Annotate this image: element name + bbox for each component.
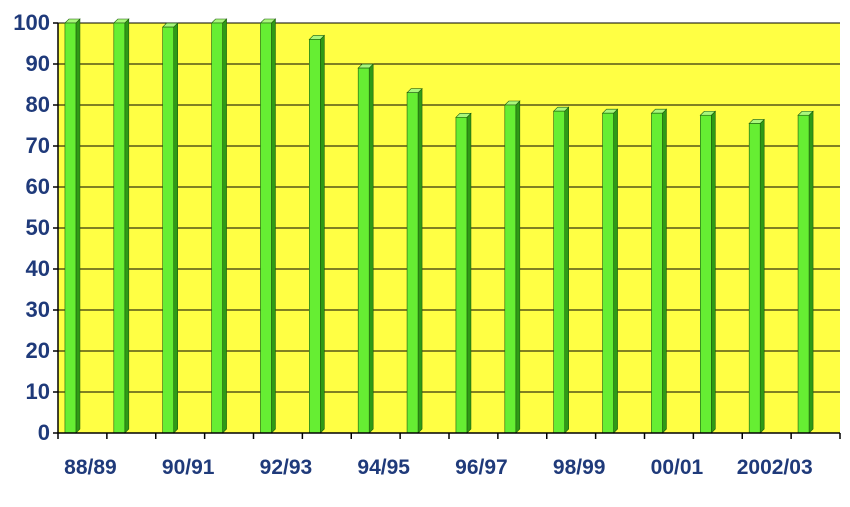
bar-front xyxy=(309,39,321,434)
bar-99/00 xyxy=(601,108,619,434)
y-tick-labels: 0 10 20 30 40 50 60 70 80 90 100 xyxy=(13,10,50,445)
bar-91/92 xyxy=(210,18,228,434)
bar-front xyxy=(700,114,712,434)
bar-side xyxy=(124,18,130,434)
bar-side xyxy=(75,18,81,434)
y-tick-label: 20 xyxy=(26,338,50,363)
bar-front xyxy=(113,22,126,434)
x-tick-label: 00/01 xyxy=(651,456,704,479)
bar-95/96 xyxy=(406,87,423,434)
bar-front xyxy=(64,22,77,434)
bar-side xyxy=(271,18,276,434)
bar-89/90 xyxy=(113,18,130,434)
x-tick-label: 90/91 xyxy=(162,456,215,479)
x-tick-label: 2002/03 xyxy=(737,456,813,479)
y-tick-label: 10 xyxy=(26,379,50,404)
x-tick-label: 88/89 xyxy=(64,456,117,479)
bar-side xyxy=(320,34,325,434)
bar-front xyxy=(455,117,468,434)
bar-front xyxy=(357,67,370,434)
bar-00/01 xyxy=(650,108,668,434)
bar-front xyxy=(211,22,223,434)
bar-98/99 xyxy=(552,106,570,434)
bar-front xyxy=(406,92,419,434)
bar-front xyxy=(162,26,174,434)
bar-side xyxy=(417,87,423,434)
bar-side xyxy=(759,118,765,434)
bar-88/89 xyxy=(64,18,81,434)
y-tick-label: 90 xyxy=(26,51,50,76)
y-tick-label: 50 xyxy=(26,215,50,240)
bar-side xyxy=(711,110,716,434)
bar-side xyxy=(173,22,178,434)
bar-front xyxy=(504,104,517,434)
bar-side xyxy=(515,100,521,434)
bar-front xyxy=(602,112,614,434)
bar-2002/03 xyxy=(748,118,765,434)
y-tick-label: 0 xyxy=(38,420,50,445)
y-tick-label: 40 xyxy=(26,256,50,281)
bar-front xyxy=(260,22,272,434)
bar-side xyxy=(613,108,618,434)
bar-front xyxy=(651,112,663,434)
y-tick-label: 70 xyxy=(26,133,50,158)
bar-side xyxy=(368,63,374,434)
x-tick-label: 92/93 xyxy=(260,456,313,479)
y-tick-label: 30 xyxy=(26,297,50,322)
bar-93/94 xyxy=(308,34,326,434)
bar-92/93 xyxy=(259,18,277,434)
bars xyxy=(64,18,814,434)
bar-03/04 xyxy=(797,110,814,434)
x-tick-label: 98/99 xyxy=(553,456,606,479)
x-tick-label: 94/95 xyxy=(357,456,410,479)
y-tick-label: 60 xyxy=(26,174,50,199)
x-tick-label: 96/97 xyxy=(455,456,508,479)
bar-front xyxy=(553,110,565,434)
y-tick-label: 100 xyxy=(13,10,50,35)
bar-94/95 xyxy=(357,63,374,434)
bar-97/98 xyxy=(504,100,521,434)
bar-front xyxy=(748,123,761,434)
bar-side xyxy=(662,108,667,434)
bar-side xyxy=(808,110,814,434)
bar-01/02 xyxy=(699,110,717,434)
bar-side xyxy=(222,18,227,434)
bar-side xyxy=(564,106,569,434)
bar-side xyxy=(466,112,472,434)
y-tick-label: 80 xyxy=(26,92,50,117)
axes xyxy=(53,22,841,439)
bar-front xyxy=(797,114,810,434)
x-tick-labels: 88/89 90/91 92/93 94/95 96/97 98/99 00/01 2002/… xyxy=(64,456,812,479)
bar-96/97 xyxy=(455,112,472,434)
bar-90/91 xyxy=(161,22,179,434)
